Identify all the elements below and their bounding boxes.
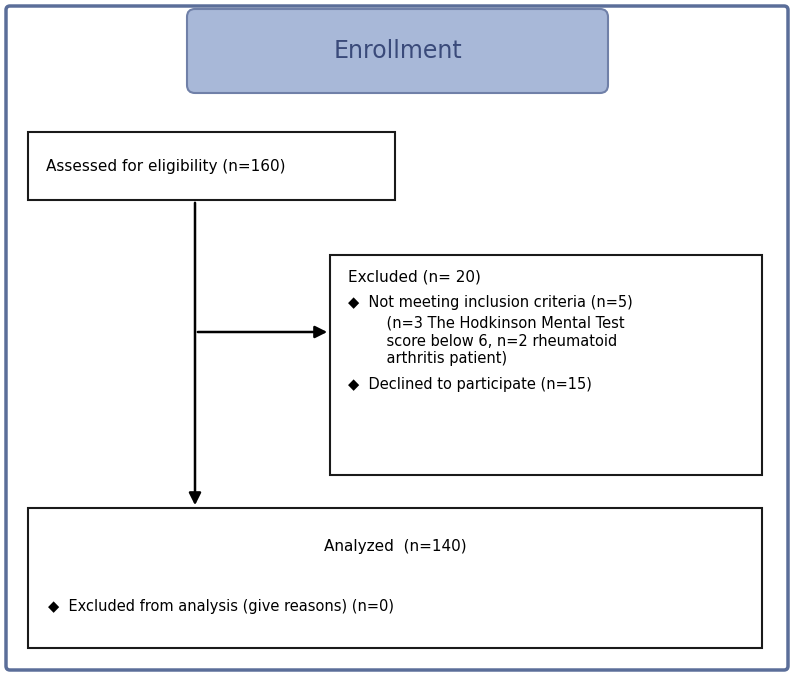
Text: ◆  Excluded from analysis (give reasons) (n=0): ◆ Excluded from analysis (give reasons) …: [48, 598, 394, 614]
Text: arthritis patient): arthritis patient): [368, 352, 507, 366]
FancyBboxPatch shape: [187, 9, 608, 93]
Text: Analyzed  (n=140): Analyzed (n=140): [324, 539, 466, 554]
Text: (n=3 The Hodkinson Mental Test: (n=3 The Hodkinson Mental Test: [368, 316, 625, 331]
Text: Enrollment: Enrollment: [333, 39, 462, 63]
Text: Excluded (n= 20): Excluded (n= 20): [348, 270, 481, 285]
FancyBboxPatch shape: [330, 255, 762, 475]
Text: ◆  Not meeting inclusion criteria (n=5): ◆ Not meeting inclusion criteria (n=5): [348, 295, 633, 310]
FancyBboxPatch shape: [6, 6, 788, 670]
FancyBboxPatch shape: [28, 132, 395, 200]
FancyBboxPatch shape: [28, 508, 762, 648]
Text: Assessed for eligibility (n=160): Assessed for eligibility (n=160): [46, 158, 286, 174]
Text: ◆  Declined to participate (n=15): ◆ Declined to participate (n=15): [348, 377, 592, 393]
Text: score below 6, n=2 rheumatoid: score below 6, n=2 rheumatoid: [368, 333, 617, 349]
